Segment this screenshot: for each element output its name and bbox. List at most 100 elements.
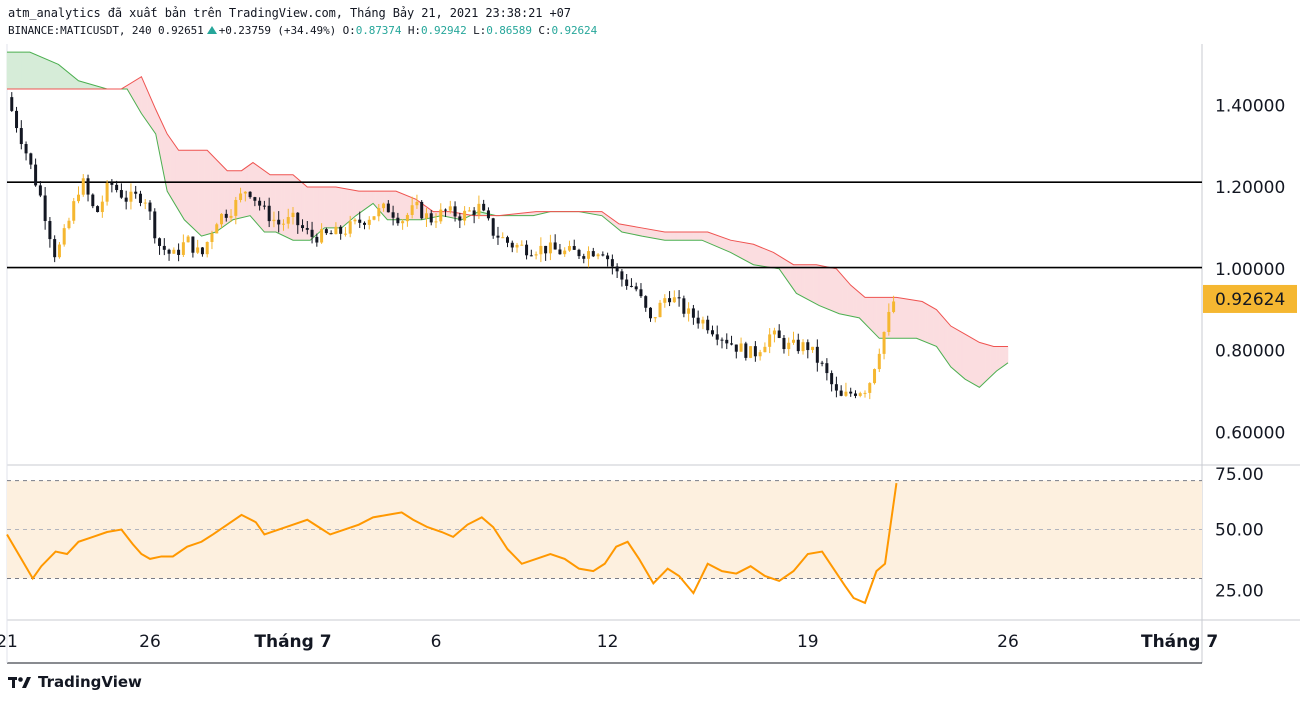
- candle-body: [534, 254, 538, 256]
- candle-body: [796, 339, 800, 352]
- candle-body: [339, 226, 343, 234]
- candle-body: [649, 307, 652, 319]
- date-tick-label: 26: [139, 632, 161, 652]
- candle-body: [868, 383, 872, 393]
- tradingview-logo[interactable]: TradingView: [8, 673, 142, 691]
- cloud-segment: [681, 231, 686, 241]
- cloud-segment: [212, 155, 217, 234]
- span-a-line: [7, 51, 1009, 388]
- candle-body: [873, 369, 877, 384]
- cloud-segment: [879, 297, 883, 339]
- candle-body: [19, 128, 23, 145]
- cloud-segment: [633, 226, 637, 236]
- candle-body: [196, 247, 200, 253]
- cloud-segment: [255, 164, 259, 227]
- cloud-segment: [713, 233, 717, 247]
- price-pane[interactable]: [6, 51, 1202, 400]
- cloud-segment: [650, 229, 654, 239]
- candle-body: [563, 250, 567, 255]
- cloud-segment: [335, 186, 340, 229]
- candle-body: [220, 213, 223, 225]
- candle-body: [386, 203, 390, 213]
- candle-body: [138, 193, 142, 203]
- cloud-segment: [344, 188, 348, 227]
- cloud-segment: [810, 264, 814, 303]
- candle-body: [315, 236, 319, 243]
- publish-text: atm_analytics đã xuất bản trên TradingVi…: [8, 6, 571, 20]
- low-value: 0.86589: [486, 24, 532, 37]
- candle-body: [415, 201, 419, 206]
- cloud-segment: [638, 227, 643, 237]
- candle-body: [644, 296, 648, 308]
- cloud-segment: [12, 51, 16, 90]
- candle-body: [15, 110, 19, 129]
- candle-body: [444, 209, 448, 211]
- cloud-segment: [924, 302, 929, 344]
- cloud-segment: [850, 284, 854, 317]
- cloud-segment: [961, 332, 966, 380]
- candle-body: [677, 297, 681, 299]
- cloud-segment: [827, 266, 831, 311]
- cloud-segment: [252, 162, 257, 223]
- cloud-segment: [833, 267, 837, 313]
- cloud-segment: [738, 241, 743, 260]
- cloud-segment: [953, 327, 957, 373]
- candle-body: [472, 210, 476, 215]
- candle-body: [682, 298, 686, 314]
- candle-body: [653, 317, 657, 319]
- candle-body: [234, 199, 238, 216]
- candle-body: [396, 217, 400, 224]
- candle-body: [634, 286, 638, 290]
- cloud-segment: [655, 230, 660, 240]
- cloud-segment: [976, 340, 980, 388]
- cloud-segment: [730, 239, 734, 255]
- time-axis[interactable]: 21 26 Tháng 7 6 12 19 26 Tháng 7: [0, 632, 1218, 652]
- candle-body: [200, 247, 204, 255]
- candle-body: [839, 390, 843, 396]
- candle-body: [730, 343, 734, 345]
- publish-info: atm_analytics đã xuất bản trên TradingVi…: [8, 6, 571, 20]
- cloud-segment: [647, 228, 651, 238]
- cloud-segment: [999, 346, 1003, 370]
- symbol-label[interactable]: BINANCE:MATICUSDT, 240: [8, 24, 152, 37]
- price-change: +0.23759 (+34.49%): [218, 24, 337, 37]
- cloud-segment: [693, 231, 697, 241]
- candle-body: [72, 201, 76, 221]
- cloud-segment: [9, 51, 13, 90]
- cloud-segment: [684, 231, 688, 241]
- candle-body: [582, 256, 586, 259]
- cloud-segment: [358, 190, 362, 215]
- candle-body: [429, 213, 433, 223]
- cloud-segment: [916, 300, 920, 340]
- candle-body: [296, 212, 300, 226]
- candle-body: [525, 244, 529, 256]
- candle-body: [758, 352, 762, 357]
- candle-body: [248, 191, 252, 198]
- cloud-segment: [667, 231, 671, 241]
- price-tick-label: 1.20000: [1215, 178, 1285, 198]
- price-axis[interactable]: 1.40000 1.20000 1.00000 0.80000 0.60000 0.926…: [1203, 96, 1297, 443]
- rsi-pane[interactable]: [6, 480, 1202, 605]
- candle-body: [172, 249, 176, 254]
- cloud-segment: [209, 152, 214, 234]
- candle-body: [701, 319, 705, 324]
- cloud-segment: [907, 298, 912, 339]
- price-tick-label: 0.80000: [1215, 342, 1285, 362]
- candle-body: [24, 144, 28, 154]
- cloud-segment: [904, 298, 909, 339]
- cloud-segment: [813, 264, 817, 305]
- candle-body: [853, 393, 857, 396]
- price-tick-label: 1.00000: [1215, 260, 1285, 280]
- cloud-segment: [901, 298, 906, 339]
- cloud-segment: [327, 186, 331, 229]
- cloud-segment: [661, 231, 666, 241]
- cloud-segment: [192, 150, 197, 232]
- open-label: O:: [342, 24, 356, 37]
- cloud-segment: [169, 137, 174, 202]
- cloud-segment: [927, 304, 932, 345]
- candle-body: [806, 342, 810, 351]
- cloud-segment: [853, 287, 857, 318]
- cloud-segment: [58, 63, 62, 90]
- rsi-axis[interactable]: 75.00 50.00 25.00: [1215, 465, 1264, 602]
